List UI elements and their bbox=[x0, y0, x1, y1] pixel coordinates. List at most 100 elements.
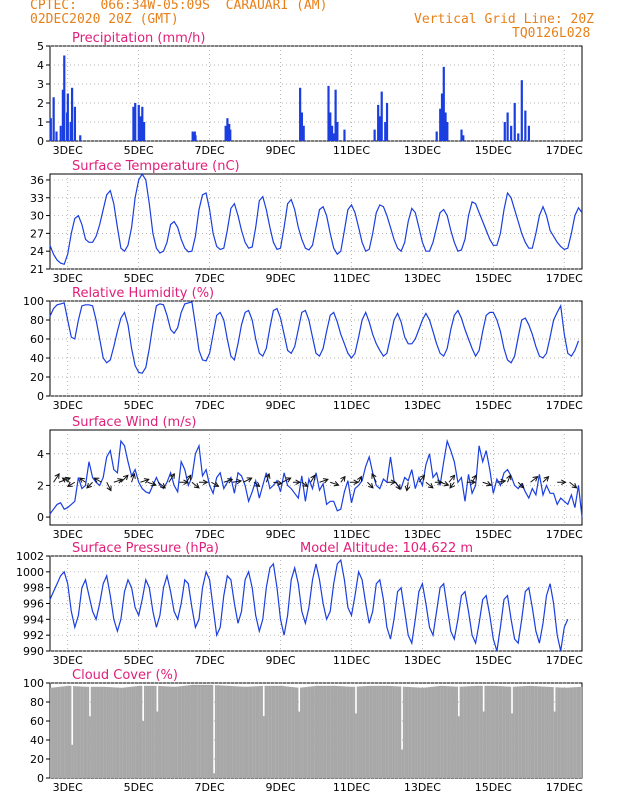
precip-bar bbox=[377, 104, 380, 141]
wind-arrow-shaft bbox=[496, 480, 506, 483]
cloud-bar bbox=[353, 686, 356, 778]
precip-bar bbox=[73, 106, 77, 141]
wind-arrow-head bbox=[449, 482, 455, 489]
cloud-bar bbox=[402, 686, 405, 778]
cloud-bar bbox=[519, 686, 522, 778]
cloud-bar bbox=[521, 686, 524, 778]
panel-3-xtick-label: 7DEC bbox=[195, 528, 225, 541]
cloud-bar bbox=[142, 721, 145, 778]
cloud-bar bbox=[541, 686, 544, 778]
cloud-bar bbox=[298, 711, 301, 778]
panel-5-xtick-label: 15DEC bbox=[475, 781, 512, 794]
cloud-bar bbox=[300, 687, 302, 778]
cloud-bar bbox=[331, 685, 334, 778]
panel-0-xtick-label: 11DEC bbox=[333, 144, 370, 157]
cloud-bar bbox=[326, 685, 329, 778]
panel-2-xtick-label: 5DEC bbox=[124, 399, 154, 412]
wind-arrow-head bbox=[183, 479, 189, 486]
cloud-bar bbox=[456, 686, 458, 778]
cloud-bar bbox=[486, 685, 489, 778]
wind-arrow-head bbox=[213, 481, 220, 487]
cloud-bar bbox=[106, 686, 109, 778]
cloud-bar bbox=[97, 686, 100, 778]
precip-bar bbox=[378, 116, 382, 141]
cloud-bar bbox=[50, 687, 52, 778]
cloud-bar bbox=[505, 686, 508, 778]
cloud-bar bbox=[241, 686, 244, 778]
cloud-bar bbox=[470, 686, 473, 778]
cloud-bar bbox=[525, 686, 528, 778]
panel-1-ytick-label: 36 bbox=[30, 174, 44, 187]
panel-2-xtick-label: 9DEC bbox=[265, 399, 295, 412]
wind-arrow-shaft bbox=[265, 473, 270, 483]
precip-bar bbox=[55, 131, 58, 141]
wind-arrow-shaft bbox=[542, 476, 549, 483]
panel-1-title: Surface Temperature (nC) bbox=[72, 159, 240, 174]
cloud-bar bbox=[90, 686, 93, 778]
panel-2-xtick-label: 11DEC bbox=[333, 399, 370, 412]
cloud-bar bbox=[569, 687, 572, 778]
cloud-bar bbox=[149, 685, 152, 778]
wind-arrow-head bbox=[227, 478, 234, 484]
cloud-bar bbox=[316, 685, 318, 778]
precip-bar bbox=[300, 112, 304, 141]
cloud-bar bbox=[511, 713, 513, 778]
precip-bar bbox=[299, 87, 302, 141]
cloud-bar bbox=[489, 685, 492, 778]
panel-4-xtick-label: 3DEC bbox=[53, 654, 83, 667]
panel-2-ytick-label: 60 bbox=[30, 333, 44, 346]
cloud-bar bbox=[101, 686, 104, 778]
cloud-bar bbox=[450, 686, 453, 778]
panel-2-xtick-label: 17DEC bbox=[546, 399, 583, 412]
panel-5-title: Cloud Cover (%) bbox=[72, 668, 178, 683]
cloud-bar bbox=[390, 686, 393, 778]
cloud-bar bbox=[154, 685, 157, 778]
cloud-bar bbox=[528, 685, 531, 778]
wind-arrow-shaft bbox=[86, 481, 93, 489]
cloud-bar bbox=[271, 685, 274, 778]
cloud-bar bbox=[174, 686, 177, 778]
precip-bar bbox=[439, 108, 442, 141]
cloud-bar bbox=[198, 684, 201, 778]
cloud-bar bbox=[239, 686, 242, 778]
cloud-bar bbox=[193, 684, 196, 778]
wind-arrow-shaft bbox=[310, 474, 316, 483]
cloud-bar bbox=[207, 684, 210, 778]
cloud-bar bbox=[289, 686, 292, 778]
cloud-bar bbox=[576, 687, 579, 778]
wind-arrow-shaft bbox=[168, 473, 175, 483]
wind-arrow-head bbox=[390, 479, 397, 486]
panel-1-xtick-label: 17DEC bbox=[546, 272, 583, 285]
wind-arrow-shaft bbox=[58, 477, 71, 483]
panel-2-title: Relative Humidity (%) bbox=[72, 286, 214, 301]
precip-bar bbox=[524, 110, 527, 141]
cloud-bar bbox=[459, 686, 462, 778]
cloud-bar bbox=[417, 687, 419, 778]
wind-arrow-shaft bbox=[79, 477, 86, 483]
wind-arrow-shaft bbox=[186, 474, 192, 483]
wind-arrow-head bbox=[333, 481, 340, 487]
cloud-bar bbox=[81, 686, 84, 778]
cloud-bar bbox=[447, 686, 450, 778]
panel-3-series-line bbox=[49, 438, 583, 518]
cloud-bar bbox=[73, 686, 75, 778]
cloud-bar bbox=[475, 685, 478, 778]
cloud-bar bbox=[291, 686, 294, 778]
wind-arrow-shaft bbox=[223, 478, 233, 483]
precip-bar bbox=[442, 66, 445, 141]
cloud-bar bbox=[285, 686, 288, 778]
wind-arrow-head bbox=[106, 485, 112, 492]
cloud-bar bbox=[409, 687, 412, 778]
cloud-bar bbox=[202, 684, 205, 778]
cloud-bar bbox=[548, 686, 551, 778]
cloud-bar bbox=[248, 686, 251, 778]
precip-bar bbox=[510, 125, 513, 141]
panel-5-xtick-label: 5DEC bbox=[124, 781, 154, 794]
wind-arrow-shaft bbox=[157, 481, 166, 489]
panel-2-xtick-label: 15DEC bbox=[475, 399, 512, 412]
panel-2-xtick-label: 13DEC bbox=[404, 399, 441, 412]
wind-arrow-shaft bbox=[530, 476, 538, 483]
cloud-bar bbox=[573, 687, 576, 778]
cloud-bar bbox=[179, 686, 182, 778]
wind-arrow-shaft bbox=[232, 480, 242, 483]
